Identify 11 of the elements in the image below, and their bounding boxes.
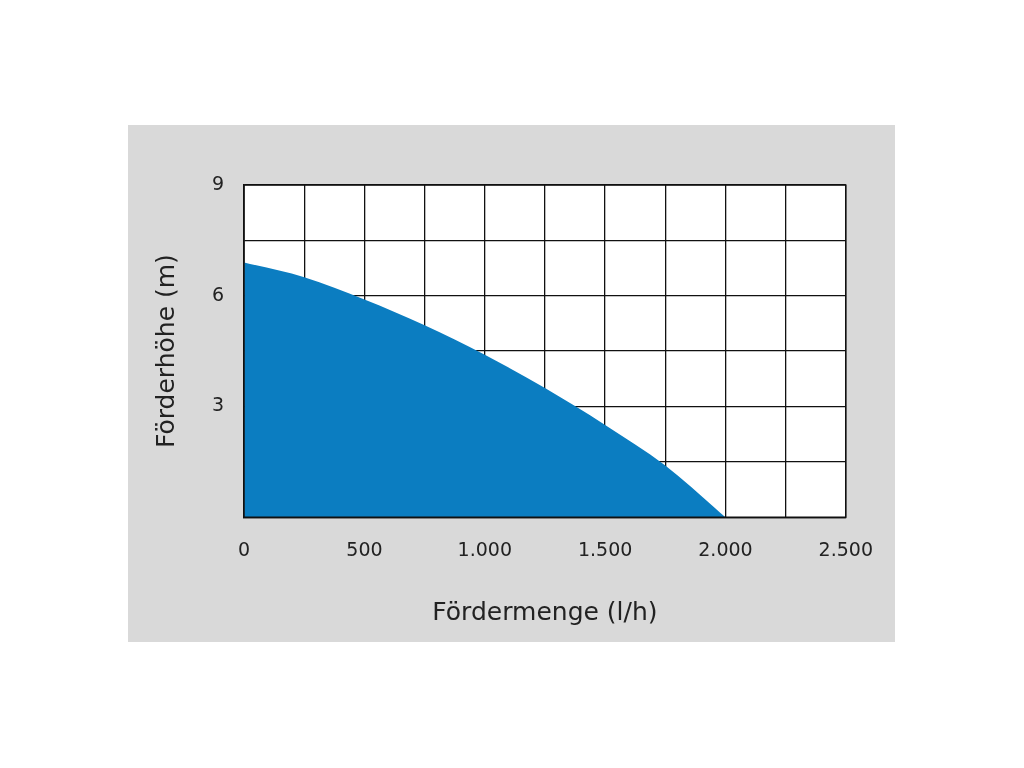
x-tick-label: 2.500 bbox=[818, 537, 874, 560]
x-tick-label: 2.000 bbox=[698, 537, 753, 560]
y-tick-label: 9 bbox=[211, 171, 225, 194]
y-tick-label: 3 bbox=[211, 393, 225, 416]
y-axis-title: Förderhöhe (m) bbox=[150, 254, 180, 449]
y-tick-label: 6 bbox=[211, 282, 225, 305]
x-tick-label: 1.000 bbox=[457, 537, 512, 560]
x-tick-label: 1.500 bbox=[577, 537, 633, 560]
x-tick-label: 500 bbox=[346, 537, 383, 560]
x-tick-label: 0 bbox=[238, 537, 251, 560]
x-axis-title: Fördermenge (l/h) bbox=[432, 596, 658, 626]
